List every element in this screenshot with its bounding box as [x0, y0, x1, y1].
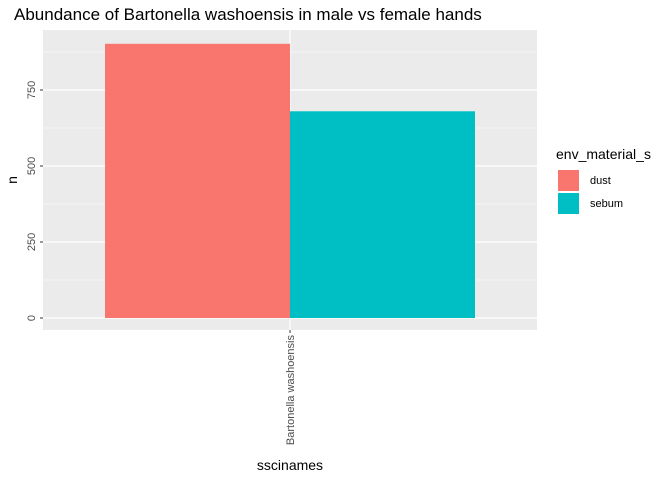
chart-title: Abundance of Bartonella washoensis in ma… [14, 5, 482, 24]
legend-key-sebum [558, 193, 579, 214]
x-tick-label: Bartonella washoensis [285, 335, 297, 446]
legend-label-sebum: sebum [590, 198, 623, 210]
legend: env_material_s dust sebum [556, 146, 651, 214]
y-axis-title: n [4, 176, 20, 184]
y-tick-label: 500 [26, 157, 38, 175]
y-tick-label: 250 [26, 233, 38, 251]
y-axis: 0 250 500 750 [26, 81, 43, 321]
y-tick-label: 0 [26, 315, 38, 321]
legend-label-dust: dust [590, 175, 611, 187]
y-tick-label: 750 [26, 81, 38, 99]
bar-dust [105, 43, 290, 319]
bars [105, 43, 475, 319]
legend-key-dust [558, 170, 579, 191]
x-axis: Bartonella washoensis [285, 330, 297, 445]
bar-sebum [290, 111, 475, 318]
x-axis-title: sscinames [257, 457, 323, 473]
legend-title: env_material_s [556, 146, 651, 162]
legend-items: dust sebum [558, 170, 623, 214]
